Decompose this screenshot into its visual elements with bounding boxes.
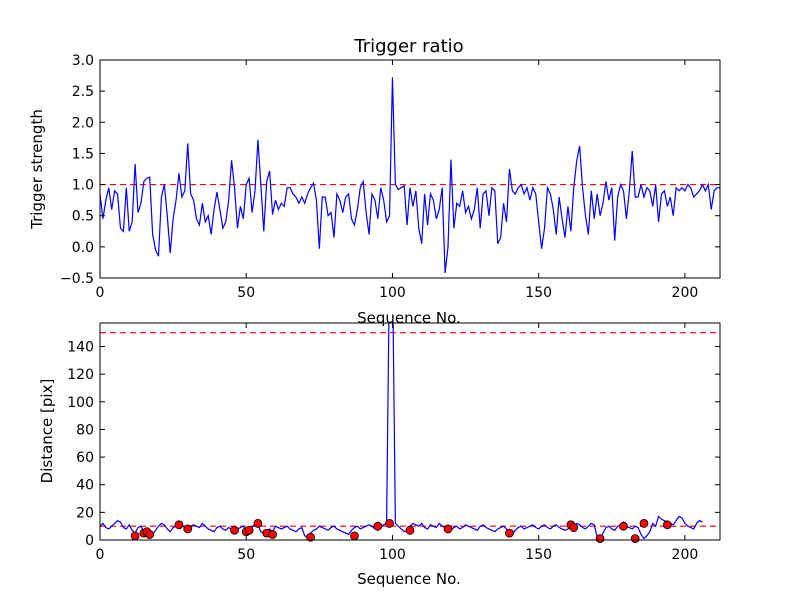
marker-point bbox=[373, 521, 383, 531]
marker-point bbox=[639, 519, 649, 528]
distance-chart: Sequence No. Distance [pix] 0 50 100 150 200… bbox=[38, 322, 721, 588]
y-tick-label: 0.0 bbox=[72, 240, 94, 256]
x-tick-label: 100 bbox=[379, 285, 406, 301]
y-tick-label: 100 bbox=[67, 395, 94, 411]
y-tick-label: 2.0 bbox=[72, 115, 94, 131]
x-tick-label: 200 bbox=[672, 285, 699, 301]
marker-point bbox=[145, 530, 155, 539]
y-tick-label: 1.0 bbox=[72, 178, 94, 194]
x-tick-label: 50 bbox=[237, 547, 255, 563]
y-tick-label: 1.5 bbox=[72, 146, 94, 162]
x-tick-label: 50 bbox=[237, 285, 255, 301]
y-tick-label: 3.0 bbox=[72, 53, 94, 69]
marker-point bbox=[405, 525, 415, 535]
marker-point bbox=[595, 534, 605, 544]
x-tick-label: 150 bbox=[525, 285, 552, 301]
chart-title: Trigger ratio bbox=[353, 36, 463, 57]
series-lines bbox=[100, 323, 703, 540]
y-tick-label: −0.5 bbox=[60, 271, 94, 287]
x-tick-label: 0 bbox=[96, 547, 105, 563]
marker-point bbox=[306, 532, 315, 542]
marker-point bbox=[268, 530, 277, 539]
marker-point bbox=[385, 519, 394, 528]
y-tick-label: 140 bbox=[67, 339, 94, 355]
x-axis-label: Sequence No. bbox=[357, 309, 461, 327]
trigger-ratio-chart: Trigger ratio Sequence No. Trigger stren… bbox=[28, 36, 721, 327]
x-tick-label: 0 bbox=[96, 285, 105, 301]
marker-point bbox=[443, 524, 453, 534]
series-line bbox=[100, 323, 703, 540]
x-tick-label: 150 bbox=[525, 547, 552, 563]
y-tick-label: 40 bbox=[76, 478, 94, 494]
series-line bbox=[100, 77, 720, 274]
y-tick-label: 0 bbox=[85, 533, 94, 549]
marker-point bbox=[253, 519, 263, 528]
axis-ticks: 0 50 100 150 200 0 20 40 60 80 100 120 140 bbox=[67, 323, 720, 563]
marker-point bbox=[505, 528, 514, 538]
y-tick-label: 120 bbox=[67, 367, 94, 383]
x-axis-label: Sequence No. bbox=[357, 570, 461, 588]
y-tick-label: 60 bbox=[76, 450, 94, 466]
marker-point bbox=[183, 524, 193, 534]
marker-point bbox=[630, 534, 640, 544]
plot-frame bbox=[99, 322, 721, 541]
marker-point bbox=[230, 525, 239, 535]
marker-point bbox=[244, 525, 254, 535]
series-lines bbox=[100, 77, 720, 274]
reference-lines bbox=[100, 332, 720, 527]
marker-point bbox=[350, 531, 359, 541]
marker-points bbox=[130, 519, 672, 544]
y-tick-label: 0.5 bbox=[72, 209, 94, 225]
x-tick-label: 200 bbox=[672, 547, 699, 563]
plot-frame bbox=[99, 59, 721, 279]
y-tick-label: 2.5 bbox=[72, 84, 94, 100]
marker-point bbox=[174, 520, 184, 530]
marker-point bbox=[619, 521, 628, 531]
y-tick-label: 20 bbox=[76, 505, 94, 521]
marker-point bbox=[130, 531, 140, 541]
y-tick-label: 80 bbox=[76, 422, 94, 438]
x-tick-label: 100 bbox=[379, 547, 406, 563]
marker-point bbox=[569, 523, 579, 532]
axis-ticks: 0 50 100 150 200 −0.5 0.0 0.5 1.0 1.5 2.0 2.5 3.0 bbox=[60, 53, 720, 301]
y-axis-label: Distance [pix] bbox=[38, 379, 56, 484]
marker-point bbox=[662, 520, 672, 530]
y-axis-label: Trigger strength bbox=[28, 109, 46, 230]
